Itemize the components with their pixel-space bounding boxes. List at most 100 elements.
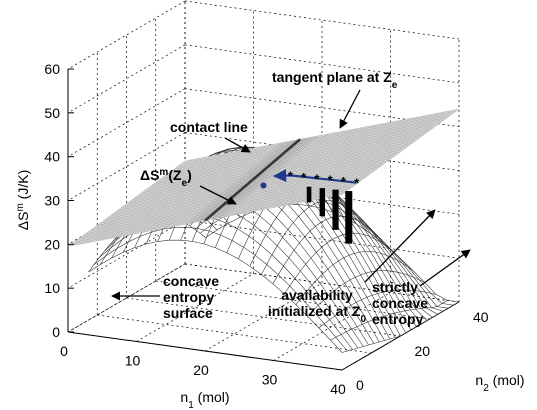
surface-mesh-line [205,204,460,303]
plane-mesh-line [132,147,407,200]
y-axis-label-sub: 2 [483,383,489,394]
annotation-strict1: strictly [372,279,418,295]
z-axis-label-base: ΔS [15,212,31,231]
surface-mesh-line [307,270,425,317]
availability-bar [306,186,312,203]
annotation-text: tangent plane at Z [272,69,392,85]
surface-mesh-line [272,215,391,284]
plane-mesh-line [232,129,350,216]
grid-line [184,0,460,40]
plane-mesh-line [167,121,442,174]
x-axis-line [67,331,343,371]
annotation-concave1: concave [163,273,219,289]
surface-mesh-line [284,232,402,295]
plane-mesh-line [126,151,401,204]
z-tick-label: 20 [44,236,60,252]
z-axis-label: ΔSm (J/K) [15,170,32,231]
plane-mesh-line [314,114,432,200]
x-axis-label: n1 (mol) [180,389,229,410]
x-tick-label: 0 [60,343,68,359]
plane-mesh-line [341,108,460,195]
availability-bar [332,189,339,230]
annotation-sub: e [392,80,398,91]
z-tick-label: 30 [44,193,60,209]
plane-mesh-line [158,128,433,181]
plane-mesh-line [266,123,384,210]
x-axis-label-sub: 1 [188,400,194,410]
z-axis-label-sup: m [15,203,26,211]
plane-mesh-line [280,120,398,207]
annotation-sub: e [182,178,188,189]
annotation-strict3: entropy [372,311,424,327]
z-tick-label: 0 [52,324,60,340]
z-tick-label: 60 [44,61,60,77]
annotation-text: contact line [170,119,248,135]
contact-band-line [223,135,319,218]
plane-mesh-line [273,121,391,208]
z-axis-label-unit: (J/K) [15,170,31,203]
contact-band-line [189,141,285,224]
y-axis-label: n2 (mol) [475,372,524,394]
annotation-sub: 0 [361,314,367,325]
plane-mesh-line [161,126,436,179]
grid-line [184,132,460,171]
plane-mesh-line [141,141,416,194]
annotation-text: strictly [372,279,418,295]
availability-bar [319,188,325,217]
surface-mesh-line [318,289,437,329]
plane-mesh-line [135,145,410,198]
x-axis-label-unit: (mol) [194,389,230,405]
annotation-concave3: surface [163,305,213,321]
contact-band-line [214,137,310,219]
plane-mesh-line [287,119,405,206]
plane-mesh-line [252,125,371,212]
annotation-text: surface [163,305,213,321]
plane-mesh-line [307,115,425,202]
availability-arrow [364,209,436,283]
path-marker: * [301,170,307,185]
grid-line [126,297,401,337]
y-axis-label-base: n [475,372,483,388]
tangent-arrow [339,89,361,129]
plane-mesh-line [146,136,422,189]
plane-mesh-line [293,118,412,204]
annotation-text: concave [163,273,219,289]
annotation-contact: contact line [170,119,248,135]
plane-mesh-line [173,117,448,170]
z-tick-label: 40 [44,149,60,165]
surface-mesh-line [330,300,448,341]
dsze-arrow [199,185,237,205]
contact-band-line [217,136,313,219]
z-tick-label: 50 [44,105,60,121]
grid-line [97,314,372,354]
annotation-avail2: initialized at Z0 [268,303,367,325]
grid-line [184,263,460,303]
path-line [272,168,357,184]
axis-labels: n1 (mol)n2 (mol)ΔSm (J/K) [15,170,525,410]
annotation-tail: (Z [168,167,182,183]
annotation-text: entropy [372,311,424,327]
annotation-strict2: concave [372,295,428,311]
surface-mesh-line [341,301,460,353]
contact-arrow [224,137,251,153]
y-tick-label: 0 [356,377,364,393]
contact-band-line [204,139,301,221]
contact-band-line [211,137,307,220]
path-marker: * [314,171,320,186]
availability-bar [345,191,353,244]
plane-mesh-line [164,123,439,177]
plane-mesh-line [176,115,451,168]
plane-mesh-line [152,132,427,185]
strictly-arrow [419,249,471,287]
annotation-avail1: availability [281,287,353,303]
x-tick-label: 40 [330,381,346,397]
contact-band-line [186,142,282,225]
annotation-text: concave [372,295,428,311]
path-marker: * [354,176,360,191]
plane-mesh-line [328,111,446,198]
plane-mesh-line [245,127,364,213]
annotation-text: ΔS [140,167,159,183]
annotation-text: availability [281,287,353,303]
plane-mesh-line [211,133,329,220]
